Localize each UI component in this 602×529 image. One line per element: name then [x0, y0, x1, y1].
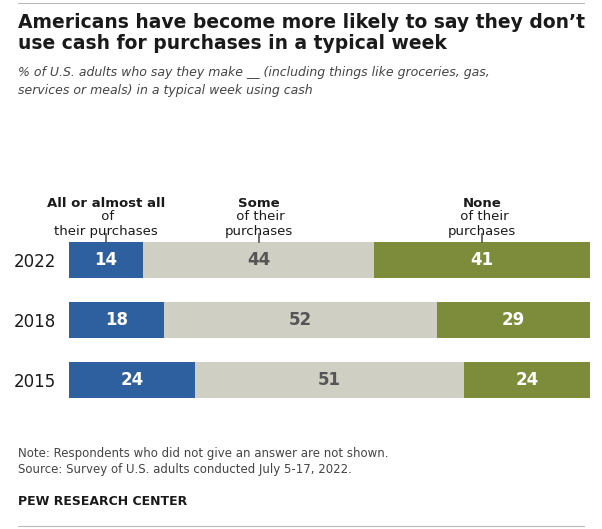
Text: 41: 41 — [471, 251, 494, 269]
Text: of
their purchases: of their purchases — [54, 211, 158, 239]
Text: of their
purchases: of their purchases — [448, 211, 517, 239]
Text: All or almost all: All or almost all — [47, 197, 165, 211]
Text: Source: Survey of U.S. adults conducted July 5-17, 2022.: Source: Survey of U.S. adults conducted … — [18, 463, 352, 476]
Bar — [143, 242, 374, 278]
Text: 29: 29 — [502, 311, 526, 329]
Text: PEW RESEARCH CENTER: PEW RESEARCH CENTER — [18, 495, 187, 508]
Text: 14: 14 — [95, 251, 117, 269]
Text: 24: 24 — [515, 371, 538, 389]
Text: % of U.S. adults who say they make __ (including things like groceries, gas,
ser: % of U.S. adults who say they make __ (i… — [18, 66, 490, 97]
Text: 44: 44 — [247, 251, 270, 269]
Bar — [69, 242, 143, 278]
Bar — [196, 362, 464, 398]
Bar — [374, 242, 590, 278]
Text: Some: Some — [238, 197, 279, 211]
Bar — [164, 302, 438, 338]
Text: use cash for purchases in a typical week: use cash for purchases in a typical week — [18, 34, 447, 53]
Text: 24: 24 — [121, 371, 144, 389]
Bar — [69, 362, 196, 398]
Text: 51: 51 — [318, 371, 341, 389]
Text: 52: 52 — [289, 311, 312, 329]
Bar — [438, 302, 590, 338]
Text: 18: 18 — [105, 311, 128, 329]
Text: Americans have become more likely to say they don’t: Americans have become more likely to say… — [18, 13, 585, 32]
Text: of their
purchases: of their purchases — [225, 211, 293, 239]
Text: None: None — [463, 197, 501, 211]
Bar — [69, 302, 164, 338]
Text: Note: Respondents who did not give an answer are not shown.: Note: Respondents who did not give an an… — [18, 447, 388, 460]
Bar — [464, 362, 590, 398]
